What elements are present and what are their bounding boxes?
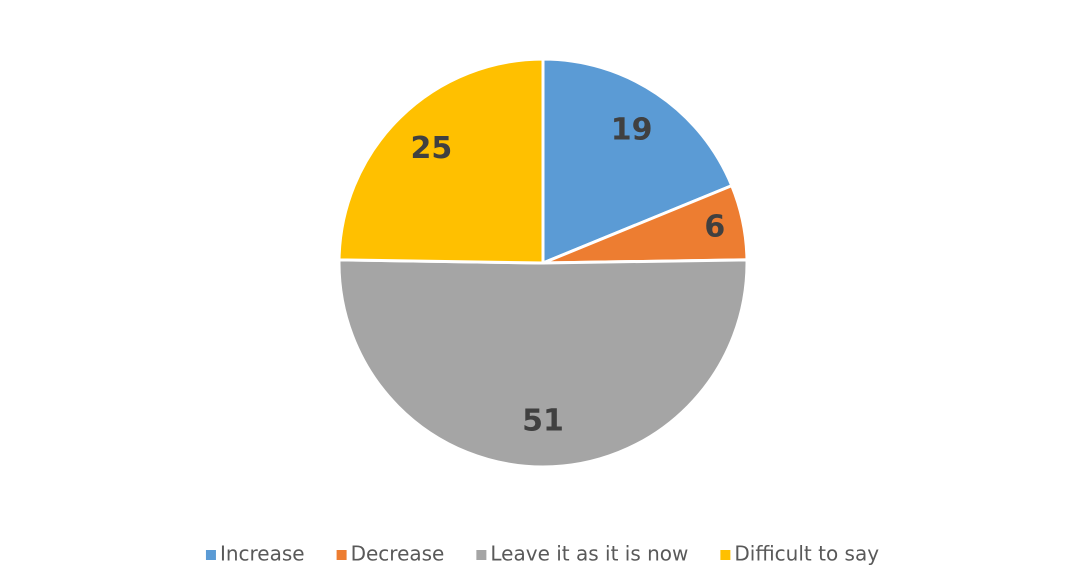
pie-slice	[337, 57, 545, 265]
data-label: 6	[704, 209, 725, 244]
legend-label: Decrease	[351, 542, 445, 566]
legend-label: Leave it as it is now	[490, 542, 688, 566]
pie-slice	[337, 258, 749, 469]
data-label: 25	[410, 131, 452, 166]
data-label: 19	[611, 112, 653, 147]
legend-label: Increase	[220, 542, 305, 566]
legend-marker	[476, 550, 487, 560]
legend-label: Difficult to say	[734, 542, 879, 566]
legend-marker	[205, 550, 216, 560]
data-label: 51	[522, 404, 564, 439]
pie-slice	[541, 57, 734, 266]
legend-marker	[336, 550, 347, 560]
legend-marker	[720, 550, 731, 560]
